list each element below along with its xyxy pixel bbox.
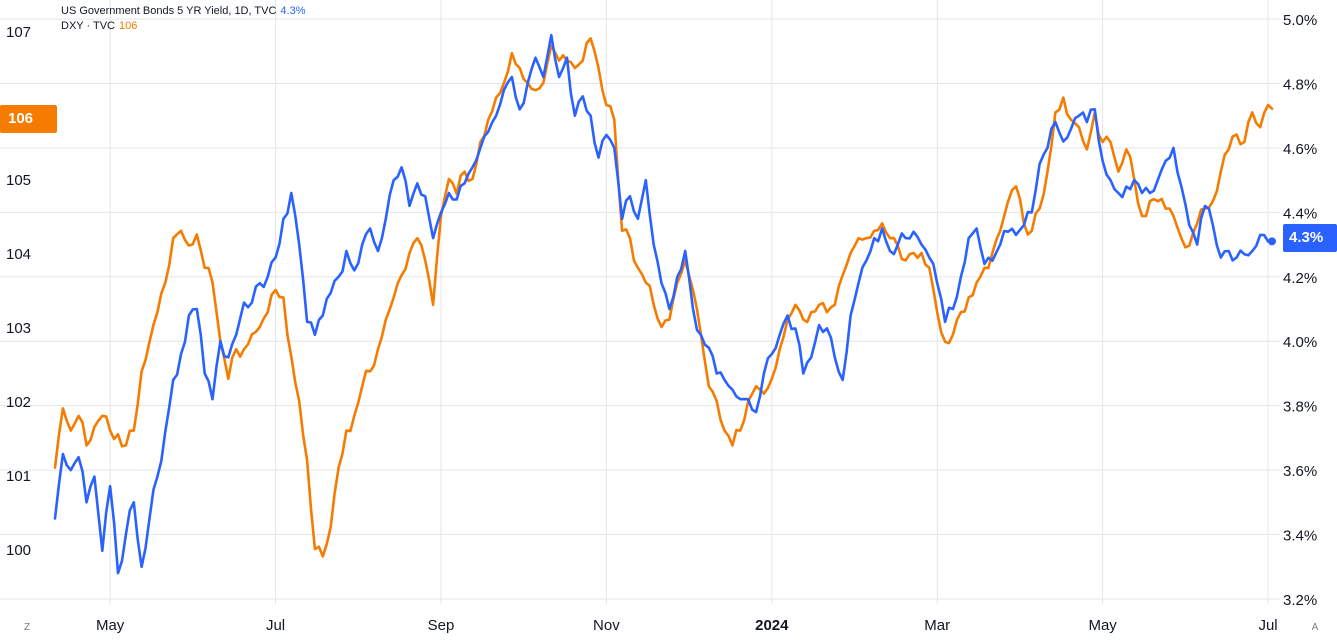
legend-label-dxy: DXY · TVC — [61, 20, 115, 32]
legend-value-dxy: 106 — [119, 20, 138, 32]
left-tick-label: 107 — [6, 24, 31, 41]
x-tick-label: Jul — [1258, 617, 1277, 634]
right-tick-label: 4.4% — [1283, 205, 1317, 222]
x-axis: May Jul Sep Nov 2024 Mar May Jul — [96, 617, 1278, 634]
left-tick-label: 100 — [6, 542, 31, 559]
left-tick-label: 102 — [6, 394, 31, 411]
x-tick-label: Nov — [593, 617, 620, 634]
legend-entry-dxy[interactable]: DXY · TVC 106 — [61, 19, 306, 34]
x-tick-label: Sep — [428, 617, 455, 634]
last-value-dot — [1268, 237, 1276, 246]
legend: US Government Bonds 5 YR Yield, 1D, TVC 4… — [61, 4, 306, 34]
right-tick-label: 3.6% — [1283, 463, 1317, 480]
log-scale-toggle-left[interactable]: Z — [23, 622, 31, 633]
x-tick-label: Jul — [266, 617, 285, 634]
x-tick-label: 2024 — [755, 617, 789, 634]
series-line-dxy — [53, 37, 1274, 558]
x-tick-label: May — [1088, 617, 1117, 634]
left-tick-label: 104 — [6, 246, 31, 263]
legend-entry-yield[interactable]: US Government Bonds 5 YR Yield, 1D, TVC 4… — [61, 4, 306, 19]
legend-value-yield: 4.3% — [280, 5, 306, 17]
right-tick-label: 4.2% — [1283, 270, 1317, 287]
auto-scale-toggle-right[interactable]: A — [1311, 622, 1319, 633]
left-tick-label: 103 — [6, 320, 31, 337]
series-line-yield — [53, 33, 1274, 575]
x-tick-label: Mar — [924, 617, 950, 634]
right-tick-label: 5.0% — [1283, 12, 1317, 29]
dxy-last-value-badge: 106 — [0, 105, 57, 133]
legend-label-yield: US Government Bonds 5 YR Yield, 1D, TVC — [61, 5, 277, 17]
right-tick-label: 4.8% — [1283, 76, 1317, 93]
right-axis: 3.2% 3.4% 3.6% 3.8% 4.0% 4.2% 4.4% 4.6% 4.8% 5.0% — [1283, 12, 1317, 609]
left-axis: 100 101 102 103 104 105 107 — [6, 24, 31, 559]
x-tick-label: May — [96, 617, 125, 634]
right-tick-label: 3.2% — [1283, 592, 1317, 609]
left-tick-label: 105 — [6, 172, 31, 189]
right-tick-label: 3.8% — [1283, 399, 1317, 416]
yield-last-value-badge: 4.3% — [1283, 224, 1337, 252]
right-tick-label: 4.6% — [1283, 141, 1317, 158]
right-tick-label: 4.0% — [1283, 334, 1317, 351]
right-tick-label: 3.4% — [1283, 528, 1317, 545]
left-tick-label: 101 — [6, 468, 31, 485]
gridlines — [0, 0, 1280, 604]
